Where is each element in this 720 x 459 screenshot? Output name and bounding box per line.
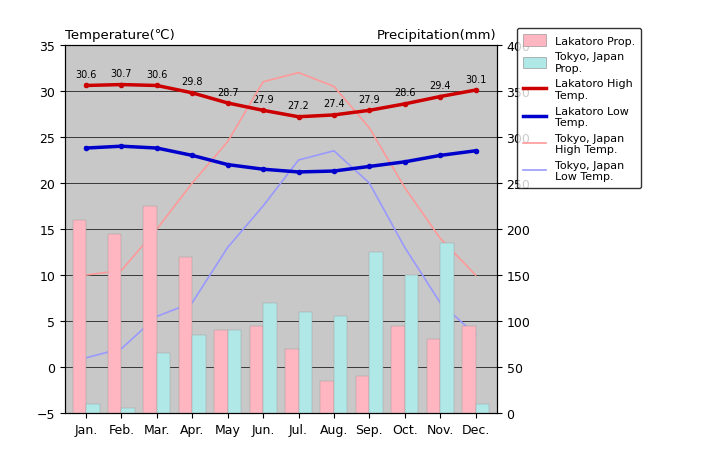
Bar: [179, 257, 192, 413]
Tokyo, Japan Low Temp.: [223, 245, 232, 251]
Tokyo, Japan Low Temp.: [330, 149, 338, 154]
Text: 27.9: 27.9: [252, 95, 274, 105]
Tokyo, Japan High Temp.: [82, 273, 91, 278]
Line: Tokyo, Japan Low Temp.: Tokyo, Japan Low Temp.: [86, 151, 475, 358]
Tokyo, Japan Low Temp.: [82, 355, 91, 361]
Tokyo, Japan High Temp.: [365, 126, 374, 131]
Tokyo, Japan High Temp.: [223, 140, 232, 145]
Lakatoro High Temp.: [223, 101, 232, 106]
Lakatoro Low Temp.: [258, 167, 267, 173]
Text: 30.6: 30.6: [76, 70, 96, 80]
Tokyo, Japan High Temp.: [330, 84, 338, 90]
Tokyo, Japan High Temp.: [153, 227, 161, 232]
Lakatoro Low Temp.: [153, 146, 161, 151]
Bar: [320, 381, 334, 413]
Tokyo, Japan High Temp.: [294, 71, 303, 76]
Bar: [86, 404, 99, 413]
Lakatoro High Temp.: [471, 88, 480, 94]
Lakatoro Low Temp.: [436, 153, 444, 159]
Tokyo, Japan Low Temp.: [471, 332, 480, 338]
Text: 27.2: 27.2: [287, 101, 310, 111]
Tokyo, Japan High Temp.: [471, 273, 480, 278]
Tokyo, Japan Low Temp.: [436, 300, 444, 306]
Bar: [108, 234, 122, 413]
Bar: [405, 275, 418, 413]
Line: Tokyo, Japan High Temp.: Tokyo, Japan High Temp.: [86, 73, 475, 275]
Tokyo, Japan High Temp.: [117, 268, 126, 274]
Text: 29.8: 29.8: [181, 77, 203, 87]
Bar: [73, 220, 86, 413]
Text: Temperature(℃): Temperature(℃): [65, 29, 174, 42]
Lakatoro Low Temp.: [471, 149, 480, 154]
Text: 29.4: 29.4: [429, 81, 451, 91]
Lakatoro Low Temp.: [330, 169, 338, 174]
Tokyo, Japan Low Temp.: [258, 204, 267, 209]
Lakatoro Low Temp.: [82, 146, 91, 151]
Text: Precipitation(mm): Precipitation(mm): [377, 29, 497, 42]
Bar: [369, 252, 383, 413]
Tokyo, Japan Low Temp.: [400, 245, 409, 251]
Bar: [440, 243, 454, 413]
Text: 28.7: 28.7: [217, 87, 238, 97]
Lakatoro High Temp.: [117, 83, 126, 88]
Line: Lakatoro Low Temp.: Lakatoro Low Temp.: [84, 145, 477, 175]
Bar: [462, 326, 475, 413]
Lakatoro High Temp.: [258, 108, 267, 114]
Bar: [157, 353, 171, 413]
Tokyo, Japan High Temp.: [436, 236, 444, 241]
Bar: [263, 303, 276, 413]
Lakatoro High Temp.: [153, 84, 161, 89]
Tokyo, Japan Low Temp.: [117, 346, 126, 352]
Bar: [427, 340, 440, 413]
Tokyo, Japan Low Temp.: [188, 300, 197, 306]
Bar: [143, 207, 157, 413]
Bar: [250, 326, 263, 413]
Lakatoro High Temp.: [330, 113, 338, 118]
Bar: [228, 330, 241, 413]
Lakatoro High Temp.: [294, 115, 303, 120]
Bar: [299, 312, 312, 413]
Lakatoro Low Temp.: [188, 153, 197, 159]
Bar: [356, 376, 369, 413]
Bar: [192, 335, 206, 413]
Text: 30.6: 30.6: [146, 70, 168, 80]
Lakatoro High Temp.: [82, 84, 91, 89]
Lakatoro High Temp.: [365, 108, 374, 114]
Text: 27.9: 27.9: [359, 95, 380, 105]
Text: 27.4: 27.4: [323, 99, 345, 109]
Tokyo, Japan Low Temp.: [365, 181, 374, 186]
Tokyo, Japan High Temp.: [258, 80, 267, 85]
Lakatoro Low Temp.: [294, 170, 303, 175]
Lakatoro High Temp.: [400, 102, 409, 107]
Tokyo, Japan Low Temp.: [294, 158, 303, 163]
Bar: [391, 326, 405, 413]
Tokyo, Japan High Temp.: [400, 185, 409, 191]
Bar: [122, 409, 135, 413]
Lakatoro Low Temp.: [223, 162, 232, 168]
Line: Lakatoro High Temp.: Lakatoro High Temp.: [84, 83, 477, 120]
Bar: [285, 349, 299, 413]
Bar: [475, 404, 489, 413]
Legend: Lakatoro Prop., Tokyo, Japan
Prop., Lakatoro High
Temp., Lakatoro Low
Temp., Tok: Lakatoro Prop., Tokyo, Japan Prop., Laka…: [517, 28, 642, 189]
Lakatoro Low Temp.: [400, 160, 409, 165]
Tokyo, Japan High Temp.: [188, 181, 197, 186]
Lakatoro Low Temp.: [365, 164, 374, 170]
Lakatoro Low Temp.: [117, 144, 126, 150]
Text: 28.6: 28.6: [394, 88, 415, 98]
Bar: [215, 330, 228, 413]
Lakatoro High Temp.: [188, 91, 197, 96]
Tokyo, Japan Low Temp.: [153, 314, 161, 319]
Lakatoro High Temp.: [436, 95, 444, 100]
Text: 30.1: 30.1: [465, 74, 486, 84]
Bar: [334, 317, 347, 413]
Text: 30.7: 30.7: [111, 69, 132, 79]
